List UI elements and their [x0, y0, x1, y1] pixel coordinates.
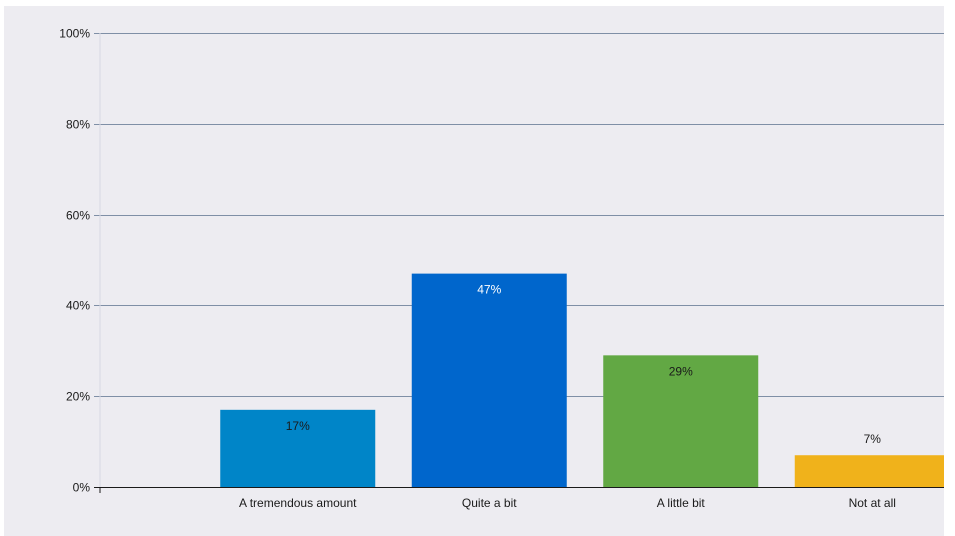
y-tick-label: 20%: [66, 390, 90, 404]
y-tick-label: 80%: [66, 118, 90, 132]
data-label: 29%: [669, 364, 693, 378]
x-axis-labels: A tremendous amount Quite a bit A little b…: [239, 496, 896, 510]
bar: [411, 273, 567, 487]
bar: [794, 455, 944, 487]
y-tick-label: 40%: [66, 299, 90, 313]
x-tick-label: A tremendous amount: [239, 496, 357, 510]
data-label: 47%: [477, 283, 501, 297]
y-tick-label: 60%: [66, 209, 90, 223]
bar: [220, 409, 376, 487]
x-tick-label: Not at all: [849, 496, 896, 510]
x-tick-label: Quite a bit: [462, 496, 517, 510]
bars: 17% 47% 29% 7%: [220, 273, 944, 487]
axes: [94, 33, 944, 493]
bar: [603, 355, 759, 487]
y-tick-label: 0%: [73, 481, 91, 495]
bar-chart: 0% 20% 40% 60% 80% 100% 17% 47% 29% 7% A tremend…: [59, 27, 944, 510]
data-label: 7%: [864, 432, 882, 446]
x-tick-label: A little bit: [657, 496, 706, 510]
data-label: 17%: [286, 419, 310, 433]
gridlines: [94, 33, 944, 397]
y-axis-ticks: 0% 20% 40% 60% 80% 100%: [59, 27, 90, 495]
chart-area: 0% 20% 40% 60% 80% 100% 17% 47% 29% 7% A tremend…: [4, 6, 944, 536]
y-tick-label: 100%: [59, 27, 90, 41]
